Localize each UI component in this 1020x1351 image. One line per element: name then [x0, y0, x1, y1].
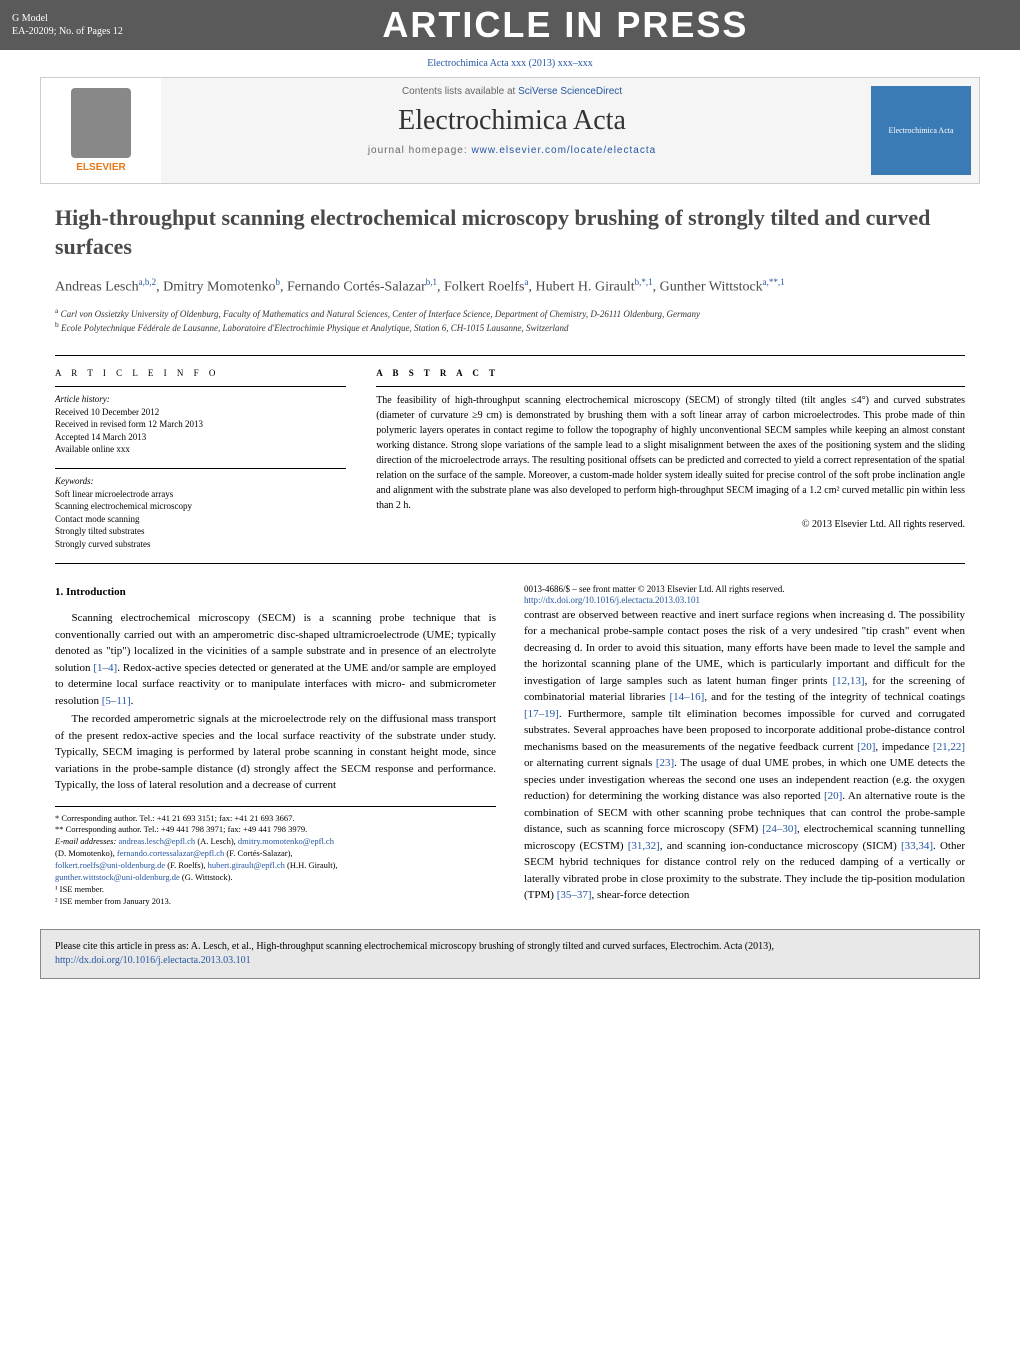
- author-list: Andreas Lescha,b,2, Dmitry Momotenkob, F…: [55, 277, 965, 296]
- history-label: Article history:: [55, 393, 346, 406]
- received-date: Received 10 December 2012: [55, 406, 346, 419]
- keyword-2: Scanning electrochemical microscopy: [55, 500, 346, 513]
- top-citation: Electrochimica Acta xxx (2013) xxx–xxx: [0, 50, 1020, 77]
- bottom-meta: 0013-4686/$ – see front matter © 2013 El…: [524, 584, 965, 607]
- info-heading: a r t i c l e i n f o: [55, 368, 346, 378]
- affiliations: a Carl von Ossietzky University of Olden…: [55, 306, 965, 335]
- article-id: EA-20209; No. of Pages 12: [12, 25, 123, 38]
- journal-cover-thumb: Electrochimica Acta: [871, 86, 971, 175]
- abstract-text: The feasibility of high-throughput scann…: [376, 393, 965, 513]
- contents-line: Contents lists available at SciVerse Sci…: [181, 86, 843, 97]
- issn-line: 0013-4686/$ – see front matter © 2013 El…: [524, 584, 965, 596]
- banner-center: Contents lists available at SciVerse Sci…: [161, 78, 863, 183]
- abstract-copyright: © 2013 Elsevier Ltd. All rights reserved…: [376, 519, 965, 530]
- elsevier-logo: ELSEVIER: [41, 78, 161, 183]
- affiliation-a: a Carl von Ossietzky University of Olden…: [55, 306, 965, 321]
- abstract: a b s t r a c t The feasibility of high-…: [376, 368, 965, 551]
- elsevier-text: ELSEVIER: [76, 162, 125, 173]
- keywords-label: Keywords:: [55, 475, 346, 488]
- citation-box: Please cite this article in press as: A.…: [40, 929, 980, 979]
- in-press-banner: ARTICLE IN PRESS: [123, 4, 1008, 46]
- article-body: High-throughput scanning electrochemical…: [0, 204, 1020, 913]
- intro-p3: contrast are observed between reactive a…: [524, 607, 965, 904]
- keywords: Keywords: Soft linear microelectrode arr…: [55, 468, 346, 551]
- email-addresses: E-mail addresses: andreas.lesch@epfl.ch …: [55, 836, 496, 884]
- keyword-5: Strongly curved substrates: [55, 538, 346, 551]
- accepted-date: Accepted 14 March 2013: [55, 431, 346, 444]
- email-roelfs[interactable]: folkert.roelfs@uni-oldenburg.de: [55, 860, 165, 870]
- body-columns: 1. Introduction Scanning electrochemical…: [55, 584, 965, 913]
- contents-label: Contents lists available at: [402, 86, 518, 97]
- citation-text: Please cite this article in press as: A.…: [55, 941, 774, 952]
- email-momotenko[interactable]: dmitry.momotenko@epfl.ch: [238, 836, 334, 846]
- footnote-1: ¹ ISE member.: [55, 884, 496, 896]
- emails-label: E-mail addresses:: [55, 836, 118, 846]
- affiliation-a-text: Carl von Ossietzky University of Oldenbu…: [61, 309, 700, 319]
- journal-name: Electrochimica Acta: [181, 105, 843, 137]
- affiliation-b-text: Ecole Polytechnique Fédérale de Lausanne…: [61, 323, 569, 333]
- email-wittstock[interactable]: gunther.wittstock@uni-oldenburg.de: [55, 872, 180, 882]
- elsevier-tree-icon: [71, 88, 131, 158]
- affiliation-b: b Ecole Polytechnique Fédérale de Lausan…: [55, 320, 965, 335]
- doi-link[interactable]: http://dx.doi.org/10.1016/j.electacta.20…: [524, 595, 700, 605]
- abstract-heading: a b s t r a c t: [376, 368, 965, 378]
- corr-author-1: * Corresponding author. Tel.: +41 21 693…: [55, 813, 496, 825]
- sciencedirect-link[interactable]: SciVerse ScienceDirect: [518, 86, 622, 97]
- intro-p2: The recorded amperometric signals at the…: [55, 711, 496, 794]
- intro-heading: 1. Introduction: [55, 584, 496, 601]
- info-abstract-row: a r t i c l e i n f o Article history: R…: [55, 355, 965, 564]
- corr-author-2: ** Corresponding author. Tel.: +49 441 7…: [55, 824, 496, 836]
- keyword-3: Contact mode scanning: [55, 513, 346, 526]
- footnotes: * Corresponding author. Tel.: +41 21 693…: [55, 806, 496, 908]
- citation-doi-link[interactable]: http://dx.doi.org/10.1016/j.electacta.20…: [55, 955, 251, 966]
- email-girault[interactable]: hubert.girault@epfl.ch: [208, 860, 285, 870]
- intro-p1: Scanning electrochemical microscopy (SEC…: [55, 610, 496, 709]
- homepage-label: journal homepage:: [368, 145, 472, 156]
- revised-date: Received in revised form 12 March 2013: [55, 418, 346, 431]
- gmodel-label: G Model: [12, 12, 123, 25]
- article-title: High-throughput scanning electrochemical…: [55, 204, 965, 261]
- gmodel-block: G Model EA-20209; No. of Pages 12: [12, 12, 123, 38]
- online-date: Available online xxx: [55, 443, 346, 456]
- article-info: a r t i c l e i n f o Article history: R…: [55, 368, 346, 551]
- header-bar: G Model EA-20209; No. of Pages 12 ARTICL…: [0, 0, 1020, 50]
- article-history: Article history: Received 10 December 20…: [55, 386, 346, 456]
- keyword-4: Strongly tilted substrates: [55, 525, 346, 538]
- footnote-2: ² ISE member from January 2013.: [55, 896, 496, 908]
- cover-title: Electrochimica Acta: [888, 126, 953, 135]
- email-cortes[interactable]: fernando.cortessalazar@epfl.ch: [117, 848, 224, 858]
- email-lesch[interactable]: andreas.lesch@epfl.ch: [118, 836, 195, 846]
- homepage-line: journal homepage: www.elsevier.com/locat…: [181, 145, 843, 156]
- homepage-link[interactable]: www.elsevier.com/locate/electacta: [471, 145, 656, 156]
- journal-banner: ELSEVIER Contents lists available at Sci…: [40, 77, 980, 184]
- keyword-1: Soft linear microelectrode arrays: [55, 488, 346, 501]
